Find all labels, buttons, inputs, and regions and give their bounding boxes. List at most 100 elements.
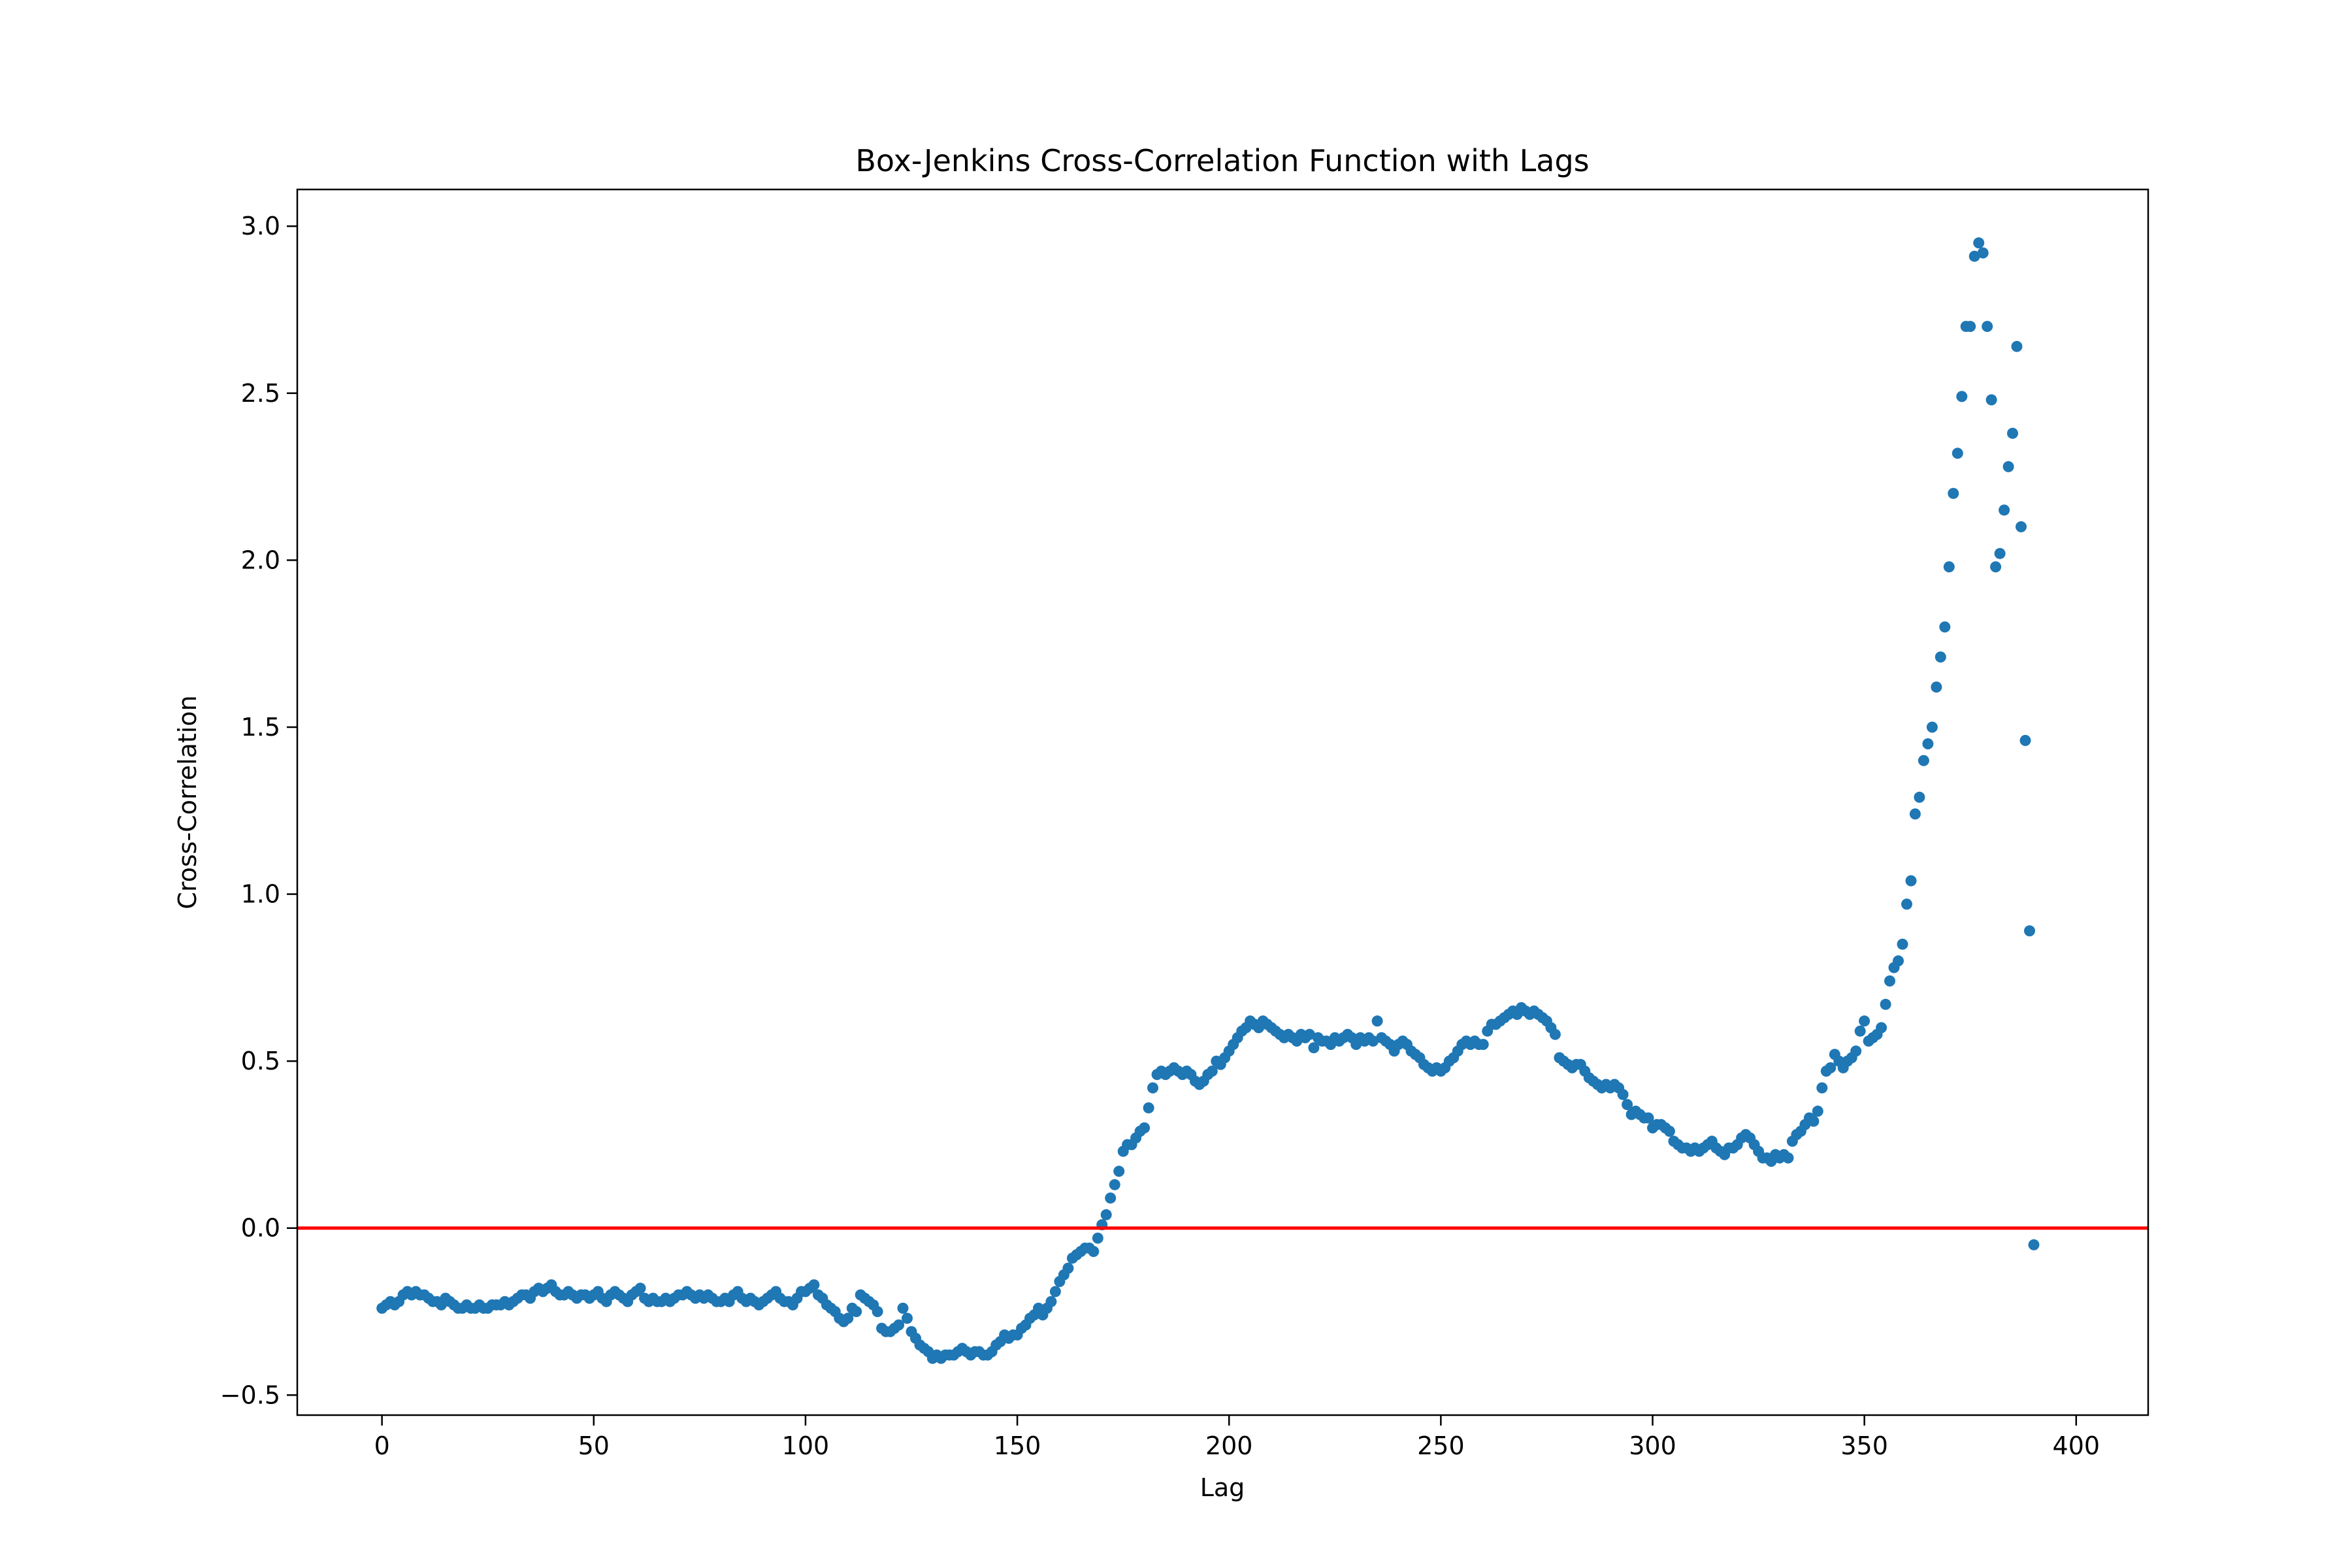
data-point <box>2016 521 2027 532</box>
data-point <box>1808 1115 1820 1127</box>
data-point <box>1367 1036 1379 1047</box>
data-point <box>1956 391 1968 402</box>
data-point <box>1985 394 1997 406</box>
data-point <box>1948 487 1959 499</box>
data-point <box>1371 1015 1383 1027</box>
data-point <box>893 1319 905 1331</box>
data-point <box>1999 504 2010 516</box>
y-tick-label: 1.0 <box>241 880 280 909</box>
data-point <box>1905 875 1917 887</box>
y-tick-label: 0.0 <box>241 1214 280 1243</box>
data-point <box>897 1302 909 1314</box>
data-point <box>1088 1246 1100 1257</box>
data-point <box>2028 1239 2040 1250</box>
data-point <box>1143 1102 1154 1114</box>
data-point <box>1549 1028 1561 1040</box>
data-point <box>1854 1025 1866 1037</box>
data-point <box>1049 1286 1061 1298</box>
x-tick-label: 350 <box>1840 1431 1888 1460</box>
data-point <box>2019 734 2031 746</box>
y-tick-label: −0.5 <box>220 1380 280 1409</box>
data-point <box>1303 1028 1315 1040</box>
data-point <box>2011 340 2023 352</box>
data-point <box>1965 321 1976 333</box>
x-tick-label: 250 <box>1417 1431 1465 1460</box>
x-tick-label: 50 <box>578 1431 610 1460</box>
data-point <box>2002 461 2014 472</box>
data-point <box>2007 427 2018 439</box>
x-tick-label: 300 <box>1629 1431 1676 1460</box>
y-tick-label: 1.5 <box>241 713 280 742</box>
data-point <box>1622 1099 1633 1111</box>
plot-area-frame <box>296 188 2149 1416</box>
data-point <box>1062 1262 1074 1274</box>
data-point <box>1100 1209 1112 1220</box>
data-point <box>1109 1179 1120 1190</box>
x-tick-label: 400 <box>2053 1431 2100 1460</box>
data-point <box>1308 1042 1320 1054</box>
x-tick-label: 0 <box>374 1431 390 1460</box>
data-point <box>808 1279 820 1291</box>
data-point <box>1990 561 2002 573</box>
data-point <box>1935 651 1946 663</box>
data-point <box>1825 1062 1837 1073</box>
data-point <box>1926 721 1938 733</box>
data-point <box>1922 738 1934 749</box>
data-point <box>872 1306 883 1317</box>
data-point <box>1642 1112 1654 1124</box>
data-point <box>1968 250 1980 262</box>
data-point <box>1973 237 1985 249</box>
data-point <box>1977 247 1989 259</box>
chart-title: Box-Jenkins Cross-Correlation Function w… <box>855 143 1589 178</box>
data-point <box>1952 448 1963 459</box>
data-point <box>1663 1126 1675 1137</box>
y-axis-label: Cross-Correlation <box>173 695 202 909</box>
x-tick-label: 100 <box>782 1431 830 1460</box>
data-point <box>1092 1232 1103 1244</box>
y-axis-ticks: −0.5 0.0 0.5 1.0 1.5 2.0 2.5 3.0 <box>220 212 297 1409</box>
y-tick-label: 2.0 <box>241 546 280 574</box>
data-point <box>1816 1082 1828 1094</box>
data-point <box>1982 321 1993 333</box>
data-point <box>1617 1088 1629 1100</box>
data-point <box>1901 898 1912 910</box>
x-tick-label: 200 <box>1205 1431 1253 1460</box>
x-axis-label: Lag <box>1200 1473 1245 1502</box>
data-point <box>1897 938 1908 950</box>
scatter-points <box>376 237 2040 1364</box>
data-point <box>1812 1105 1823 1117</box>
data-point <box>1782 1152 1794 1164</box>
data-point <box>1914 791 1925 803</box>
x-axis-ticks: 0 50 100 150 200 250 300 350 400 <box>374 1415 2100 1460</box>
data-point <box>851 1306 862 1317</box>
data-point <box>842 1313 854 1324</box>
y-tick-label: 2.5 <box>241 379 280 408</box>
data-point <box>1893 955 1904 967</box>
data-point <box>1876 1022 1887 1034</box>
data-point <box>1943 561 1955 573</box>
data-point <box>1880 998 1891 1010</box>
data-point <box>1931 681 1942 693</box>
data-point <box>902 1313 913 1324</box>
data-point <box>1850 1045 1862 1057</box>
data-point <box>1477 1039 1489 1051</box>
y-tick-label: 0.5 <box>241 1047 280 1075</box>
x-tick-label: 150 <box>994 1431 1041 1460</box>
data-point <box>1994 547 2006 559</box>
data-point <box>1909 808 1921 820</box>
data-point <box>1139 1122 1151 1134</box>
data-point <box>2024 925 2035 937</box>
data-point <box>634 1282 646 1294</box>
data-point <box>1105 1192 1117 1204</box>
data-point <box>1939 621 1951 633</box>
data-point <box>1859 1015 1870 1027</box>
data-point <box>1113 1166 1125 1177</box>
data-point <box>1918 755 1929 766</box>
data-point <box>1045 1296 1057 1307</box>
y-tick-label: 3.0 <box>241 212 280 240</box>
data-point <box>1147 1082 1158 1094</box>
data-point <box>1206 1066 1218 1077</box>
data-point <box>1884 975 1895 987</box>
